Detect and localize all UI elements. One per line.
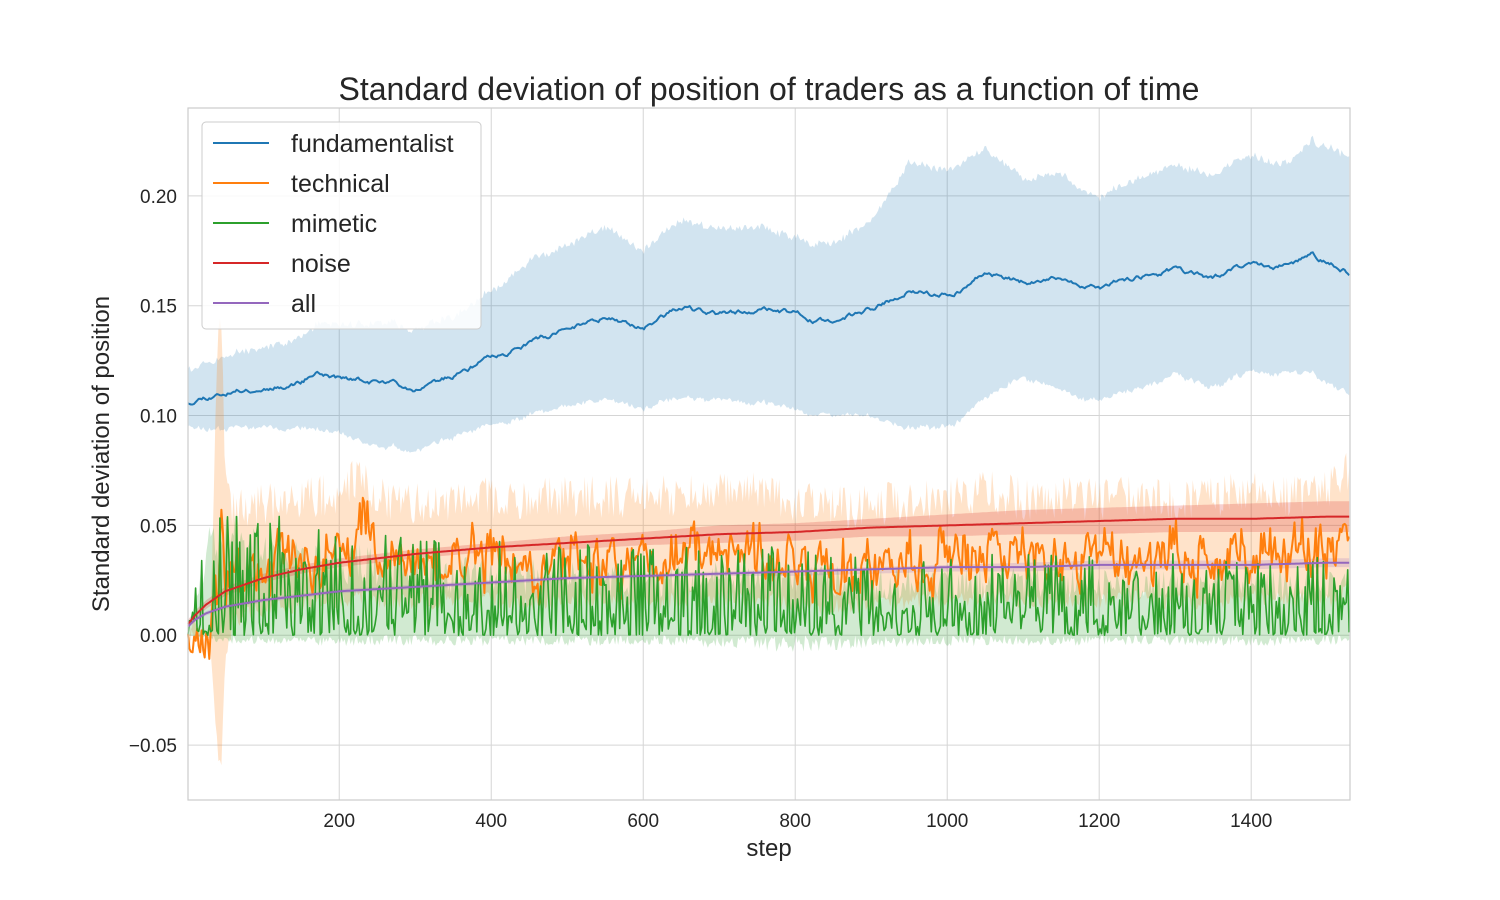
x-tick-label: 600: [627, 811, 659, 832]
x-tick-label: 1400: [1230, 811, 1272, 832]
y-tick-label: 0.15: [140, 297, 177, 318]
legend-label-mimetic: mimetic: [291, 210, 377, 238]
y-tick-label: −0.05: [129, 736, 177, 757]
noise-band: [188, 501, 1350, 629]
noise-line: [187, 515, 1350, 625]
x-tick-label: 800: [779, 811, 811, 832]
legend-label-technical: technical: [291, 170, 390, 198]
fundamentalist-band: [188, 135, 1350, 453]
legend-label-fundamentalist: fundamentalist: [291, 130, 454, 158]
series-lines: [187, 251, 1351, 660]
x-tick-label: 1200: [1078, 811, 1120, 832]
y-tick-labels: −0.05 0.00 0.05 0.10 0.15 0.20: [129, 187, 177, 757]
technical-band: [188, 318, 1350, 766]
legend-label-all: all: [291, 290, 316, 318]
x-axis-label: step: [746, 835, 791, 862]
plot-frame: [187, 107, 1351, 801]
x-tick-label: 200: [323, 811, 355, 832]
grid: [188, 108, 1350, 800]
legend-box: [201, 121, 482, 330]
legend-label-noise: noise: [291, 250, 351, 278]
mimetic-line: [187, 515, 1350, 636]
y-tick-label: 0.00: [140, 626, 177, 647]
all-line: [187, 561, 1350, 628]
x-tick-label: 1000: [926, 811, 968, 832]
x-tick-label: 400: [475, 811, 507, 832]
y-tick-label: 0.20: [140, 187, 177, 208]
y-tick-label: 0.05: [140, 516, 177, 537]
chart-title: Standard deviation of position of trader…: [339, 71, 1200, 107]
legend: fundamentalist technical mimetic noise all: [201, 121, 482, 330]
x-tick-labels: 200 400 600 800 1000 1200 1400: [323, 811, 1272, 832]
y-axis-label: Standard deviation of position: [88, 296, 115, 612]
y-tick-label: 0.10: [140, 407, 177, 428]
fundamentalist-line: [187, 251, 1350, 406]
